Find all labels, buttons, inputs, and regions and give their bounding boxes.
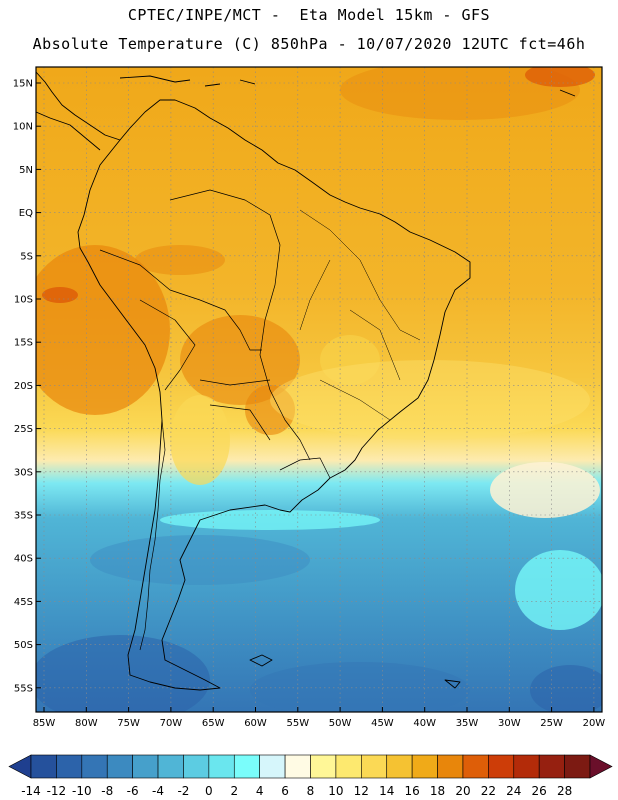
lon-tick-label: 70W <box>160 718 183 729</box>
lat-tick-label: 45S <box>14 597 33 608</box>
colorbar-label: -2 <box>177 784 189 798</box>
lat-tick-label: 35S <box>14 511 33 522</box>
colorbar-swatch <box>335 754 362 779</box>
colorbar-swatch <box>132 754 159 779</box>
colorbar-swatch <box>386 754 413 779</box>
temperature-field <box>36 67 602 712</box>
colorbar-label: 16 <box>404 784 419 798</box>
colorbar-label: 22 <box>481 784 496 798</box>
lat-tick-label: 20S <box>14 381 33 392</box>
colorbar-label: -8 <box>101 784 113 798</box>
colorbar-label: 2 <box>230 784 238 798</box>
colorbar-swatch <box>538 754 565 779</box>
colorbar-label: 26 <box>532 784 547 798</box>
colorbar-label: -6 <box>127 784 139 798</box>
brazil-border <box>169 189 311 461</box>
colorbar-under-triangle <box>8 754 32 779</box>
lat-tick-label: 15N <box>13 79 33 90</box>
south-america-coastline <box>77 99 471 691</box>
colorbar-swatch <box>361 754 388 779</box>
lat-tick-label: 10N <box>13 122 33 133</box>
colorbar-swatch <box>437 754 464 779</box>
colorbar-label: 20 <box>455 784 470 798</box>
colorbar-label: 14 <box>379 784 394 798</box>
caribbean-islands <box>119 75 576 97</box>
colorbar-label: 6 <box>281 784 289 798</box>
lon-tick-label: 25W <box>540 718 563 729</box>
lon-tick-label: 30W <box>498 718 521 729</box>
lon-tick-label: 55W <box>286 718 309 729</box>
lon-tick-label: 35W <box>456 718 479 729</box>
colorbar-swatch <box>513 754 540 779</box>
lon-tick-label: 65W <box>202 718 225 729</box>
colorbar: -14 -12 -10 -8 -6 -4 -2 0 2 4 6 8 10 12 14 16 18 20 22 24 26… <box>8 754 613 798</box>
lat-tick-label: 50S <box>14 640 33 651</box>
lat-tick-label: 5N <box>19 165 33 176</box>
colorbar-swatch <box>157 754 184 779</box>
colorbar-swatch <box>310 754 337 779</box>
colorbar-swatch <box>30 754 57 779</box>
colorbar-label: -12 <box>47 784 67 798</box>
colorbar-swatch <box>564 754 591 779</box>
longitude-axis: 85W 80W 75W 70W 65W 60W 55W 50W 45W 40W 35W 30W 25W 2… <box>33 707 606 729</box>
uruguay-border <box>279 457 331 479</box>
colorbar-swatch <box>233 754 260 779</box>
colorbar-label: 10 <box>328 784 343 798</box>
lon-tick-label: 45W <box>371 718 394 729</box>
colorbar-label: -4 <box>152 784 164 798</box>
lon-tick-label: 85W <box>33 718 56 729</box>
colorbar-label: 0 <box>205 784 213 798</box>
colorbar-swatch <box>462 754 489 779</box>
colorbar-over-triangle <box>589 754 613 779</box>
andean-borders <box>99 249 271 441</box>
lat-tick-label: 5S <box>20 251 33 262</box>
lon-tick-label: 80W <box>75 718 98 729</box>
colorbar-swatch <box>208 754 235 779</box>
brazil-states <box>299 209 421 421</box>
falkland-islands <box>249 654 461 689</box>
lat-tick-label: 40S <box>14 554 33 565</box>
colorbar-label: 4 <box>256 784 264 798</box>
colorbar-swatch <box>106 754 133 779</box>
latitude-axis: 15N 10N 5N EQ 5S 10S 15S 20S 25S 30S 35S 40S 45S 50S 5… <box>13 79 41 694</box>
central-america-coastline <box>35 71 121 151</box>
lat-tick-label: 55S <box>14 683 33 694</box>
colorbar-swatch <box>488 754 515 779</box>
colorbar-label: 18 <box>430 784 445 798</box>
lat-tick-label: 10S <box>14 295 33 306</box>
lon-tick-label: 60W <box>244 718 267 729</box>
lon-tick-label: 75W <box>117 718 140 729</box>
argentina-chile-border <box>139 419 166 651</box>
coastlines-borders <box>35 71 576 691</box>
map-frame <box>35 66 603 713</box>
colorbar-swatch <box>284 754 311 779</box>
colorbar-label: 8 <box>307 784 315 798</box>
lon-tick-label: 20W <box>583 718 606 729</box>
lat-tick-label: EQ <box>19 208 33 219</box>
colorbar-swatch <box>183 754 210 779</box>
colorbar-label: -14 <box>21 784 41 798</box>
lat-tick-label: 30S <box>14 467 33 478</box>
lat-tick-label: 15S <box>14 338 33 349</box>
title-line-1: CPTEC/INPE/MCT - Eta Model 15km - GFS <box>127 6 491 24</box>
colorbar-swatch <box>259 754 286 779</box>
colorbar-label: 28 <box>557 784 572 798</box>
colorbar-swatch <box>56 754 83 779</box>
colorbar-label: -10 <box>72 784 92 798</box>
colorbar-label: 12 <box>354 784 369 798</box>
lon-tick-label: 40W <box>413 718 436 729</box>
colorbar-swatch <box>411 754 438 779</box>
lat-tick-label: 25S <box>14 424 33 435</box>
lon-tick-label: 50W <box>329 718 352 729</box>
colorbar-swatch <box>81 754 108 779</box>
title-line-2: Absolute Temperature (C) 850hPa - 10/07/… <box>32 35 586 53</box>
colorbar-label: 24 <box>506 784 521 798</box>
